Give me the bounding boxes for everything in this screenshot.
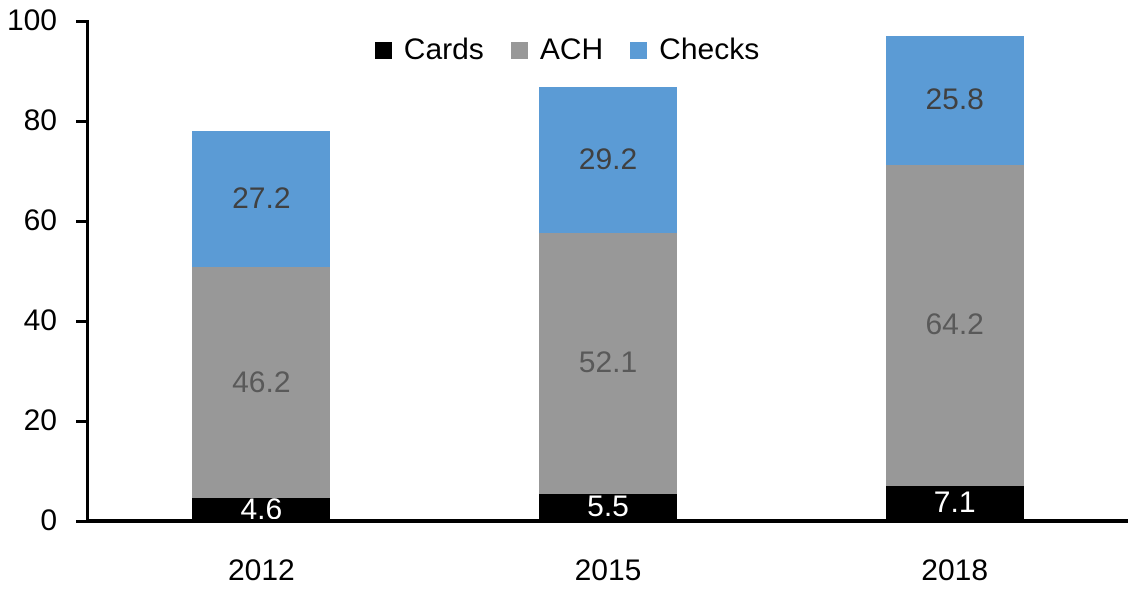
legend-label-cards: Cards xyxy=(403,33,484,66)
segment-ach-2018: 64.2 xyxy=(885,164,1024,486)
legend-marker-cards-icon xyxy=(374,41,392,59)
legend-label-checks: Checks xyxy=(659,33,760,66)
x-axis-label-2012: 2012 xyxy=(227,554,295,587)
y-tick-mark xyxy=(76,119,86,123)
legend: Cards ACH Checks xyxy=(0,35,1134,65)
legend-label-ach: ACH xyxy=(539,33,604,66)
y-tick-mark xyxy=(76,519,86,523)
data-label-cards-2015: 5.5 xyxy=(587,490,629,524)
legend-item-ach: ACH xyxy=(510,33,604,66)
bar-2018: 25.8 64.2 7.1 xyxy=(885,35,1024,521)
data-label-ach-2018: 64.2 xyxy=(925,308,984,341)
data-label-ach-2012: 46.2 xyxy=(232,365,291,399)
data-label-cards-2018: 7.1 xyxy=(933,486,976,520)
y-tick-label: 60 xyxy=(23,204,57,237)
y-tick-mark xyxy=(76,419,86,423)
segment-cards-2018: 7.1 xyxy=(885,485,1024,521)
y-tick-mark xyxy=(76,319,86,323)
y-tick-mark xyxy=(76,219,86,223)
y-tick-label: 40 xyxy=(23,304,57,337)
data-label-checks-2012: 27.2 xyxy=(232,182,291,215)
legend-marker-checks-icon xyxy=(630,41,648,59)
segment-ach-2012: 46.2 xyxy=(192,267,331,498)
segment-cards-2015: 5.5 xyxy=(539,490,677,524)
legend-item-checks: Checks xyxy=(630,35,759,65)
segment-checks-2015: 29.2 xyxy=(539,87,677,233)
bar-2012: 27.2 46.2 4.6 xyxy=(192,131,331,524)
segment-ach-2015: 52.1 xyxy=(539,233,677,494)
x-axis-line xyxy=(86,519,1128,523)
bar-2015: 29.2 52.1 5.5 xyxy=(539,87,677,524)
y-tick-label: 20 xyxy=(23,404,57,437)
segment-cards-2012: 4.6 xyxy=(192,494,331,524)
segment-checks-2018: 25.8 xyxy=(885,35,1024,165)
x-axis-label-2015: 2015 xyxy=(574,554,642,587)
data-label-ach-2015: 52.1 xyxy=(578,346,638,380)
y-tick-mark xyxy=(76,19,86,23)
segment-checks-2012: 27.2 xyxy=(192,131,331,267)
legend-marker-ach-icon xyxy=(510,41,528,59)
y-tick-label: 80 xyxy=(23,104,57,137)
x-axis-label-2018: 2018 xyxy=(921,554,989,587)
data-label-checks-2018: 25.8 xyxy=(925,83,984,116)
y-tick-label: 100 xyxy=(6,4,57,37)
y-tick-label: 0 xyxy=(40,504,57,537)
data-label-checks-2015: 29.2 xyxy=(578,143,638,176)
y-axis-line xyxy=(86,20,89,523)
legend-item-cards: Cards xyxy=(374,33,484,66)
